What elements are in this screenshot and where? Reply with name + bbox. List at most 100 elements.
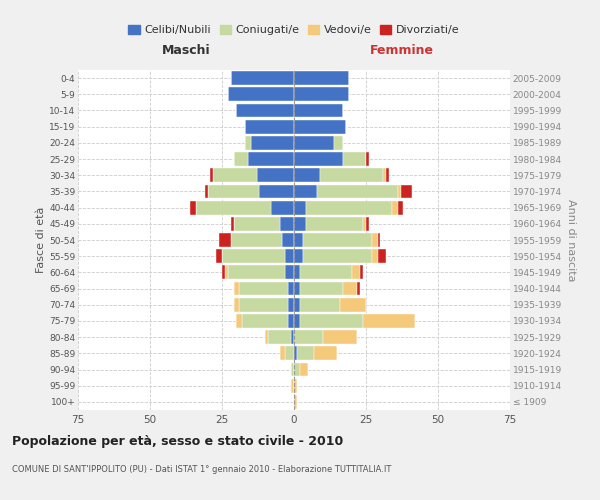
Bar (239, 298, 288, 312)
Bar (302, 233, 372, 247)
Legend: Celibi/Nubili, Coniugati/e, Vedovi/e, Divorziati/e: Celibi/Nubili, Coniugati/e, Vedovi/e, Di… (128, 24, 460, 35)
Bar (271, 200, 294, 214)
Bar (340, 298, 366, 312)
Y-axis label: Anni di nascita: Anni di nascita (566, 198, 576, 281)
Bar (219, 233, 230, 247)
Bar (366, 217, 369, 230)
Bar (294, 104, 343, 118)
Bar (233, 152, 248, 166)
Bar (294, 250, 302, 263)
Bar (228, 88, 294, 101)
Bar (228, 266, 286, 280)
Bar (239, 282, 288, 296)
Text: COMUNE DI SANT'IPPOLITO (PU) - Dati ISTAT 1° gennaio 2010 - Elaborazione TUTTITA: COMUNE DI SANT'IPPOLITO (PU) - Dati ISTA… (12, 465, 391, 474)
Bar (283, 233, 294, 247)
Bar (230, 233, 283, 247)
Bar (294, 184, 317, 198)
Bar (211, 168, 214, 182)
Bar (236, 314, 242, 328)
Bar (214, 168, 257, 182)
Bar (294, 362, 300, 376)
Bar (291, 379, 294, 392)
Bar (294, 298, 300, 312)
Bar (294, 314, 300, 328)
Bar (300, 298, 340, 312)
Text: Femmine: Femmine (370, 44, 434, 57)
Bar (323, 330, 358, 344)
Bar (372, 233, 377, 247)
Bar (286, 346, 294, 360)
Bar (294, 233, 302, 247)
Bar (294, 168, 320, 182)
Text: Popolazione per età, sesso e stato civile - 2010: Popolazione per età, sesso e stato civil… (12, 435, 343, 448)
Bar (294, 379, 297, 392)
Bar (286, 250, 294, 263)
Bar (268, 330, 291, 344)
Bar (363, 314, 415, 328)
Y-axis label: Fasce di età: Fasce di età (36, 207, 46, 273)
Bar (233, 217, 280, 230)
Bar (302, 250, 372, 263)
Bar (294, 282, 300, 296)
Bar (401, 184, 412, 198)
Bar (294, 88, 349, 101)
Bar (259, 184, 294, 198)
Bar (288, 282, 294, 296)
Bar (230, 217, 233, 230)
Bar (297, 346, 314, 360)
Bar (216, 250, 222, 263)
Bar (205, 184, 208, 198)
Bar (294, 71, 349, 85)
Bar (265, 330, 268, 344)
Bar (305, 217, 363, 230)
Bar (291, 362, 294, 376)
Bar (233, 298, 239, 312)
Bar (233, 282, 239, 296)
Bar (280, 346, 286, 360)
Bar (363, 217, 366, 230)
Text: Maschi: Maschi (161, 44, 211, 57)
Bar (245, 136, 251, 149)
Bar (392, 200, 398, 214)
Bar (343, 282, 358, 296)
Bar (242, 314, 288, 328)
Bar (294, 152, 343, 166)
Bar (398, 200, 403, 214)
Bar (305, 200, 392, 214)
Bar (372, 250, 377, 263)
Bar (288, 298, 294, 312)
Bar (288, 314, 294, 328)
Bar (294, 136, 334, 149)
Bar (294, 217, 305, 230)
Bar (352, 266, 360, 280)
Bar (300, 266, 352, 280)
Bar (300, 362, 308, 376)
Bar (230, 71, 294, 85)
Bar (294, 395, 297, 409)
Bar (366, 152, 369, 166)
Bar (343, 152, 366, 166)
Bar (294, 346, 297, 360)
Bar (383, 168, 386, 182)
Bar (360, 266, 363, 280)
Bar (222, 250, 286, 263)
Bar (190, 200, 196, 214)
Bar (294, 120, 346, 134)
Bar (286, 266, 294, 280)
Bar (294, 266, 300, 280)
Bar (291, 330, 294, 344)
Bar (245, 120, 294, 134)
Bar (196, 200, 271, 214)
Bar (317, 184, 398, 198)
Bar (377, 233, 380, 247)
Bar (248, 152, 294, 166)
Bar (280, 217, 294, 230)
Bar (320, 168, 383, 182)
Bar (222, 266, 225, 280)
Bar (334, 136, 343, 149)
Bar (208, 184, 259, 198)
Bar (386, 168, 389, 182)
Bar (300, 282, 343, 296)
Bar (251, 136, 294, 149)
Bar (257, 168, 294, 182)
